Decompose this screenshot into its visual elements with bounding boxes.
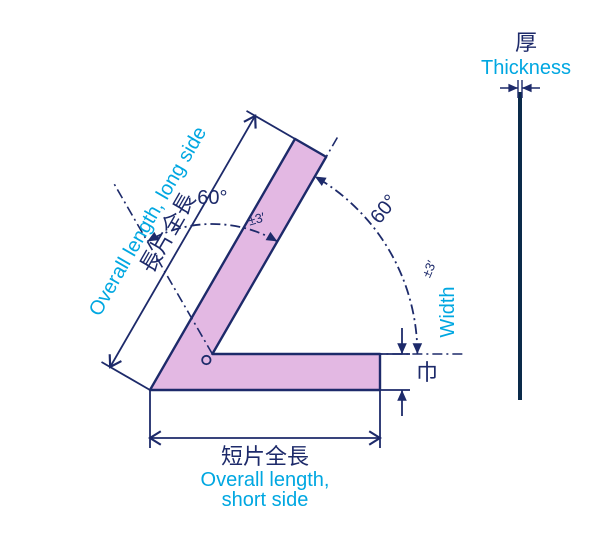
- label-long-en: Overall length, long side: [85, 123, 211, 320]
- label-short-en2: short side: [222, 489, 309, 511]
- label-angle-outer-tol-g: ±3′: [419, 258, 440, 280]
- technical-diagram: 厚Thickness短片全長Overall length,short side長…: [0, 0, 612, 557]
- label-thickness-en: Thickness: [481, 57, 571, 79]
- label-width-jp: 巾: [416, 360, 438, 385]
- label-angle-outer: 60°: [366, 191, 402, 228]
- label-width-en: Width: [437, 286, 459, 337]
- label-angle-inner: 60°: [197, 187, 227, 209]
- label-angle-inner-g: 60°: [197, 187, 227, 209]
- label-width-group: Width: [437, 286, 459, 337]
- label-short-en1: Overall length,: [201, 469, 330, 491]
- label-angle-outer-g: 60°: [366, 191, 402, 228]
- label-angle-outer-tol: ±3′: [419, 258, 440, 280]
- label-thickness-jp: 厚: [515, 30, 537, 55]
- ext-line: [247, 111, 295, 139]
- ref-ray-60: [212, 137, 337, 354]
- ext-line: [102, 362, 150, 390]
- angle-arc-outer: [315, 176, 418, 354]
- label-short-jp: 短片全長: [221, 444, 309, 469]
